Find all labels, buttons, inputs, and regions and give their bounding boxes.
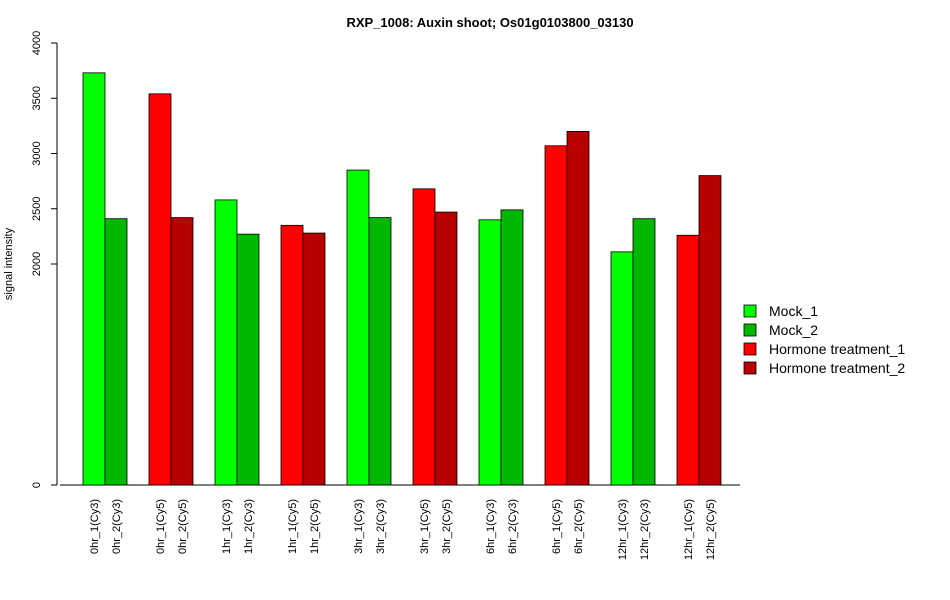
x-tick-label: 0hr_2(Cy3) bbox=[111, 499, 123, 554]
x-tick-label: 6hr_1(Cy3) bbox=[485, 499, 497, 554]
x-tick-label: 0hr_1(Cy3) bbox=[89, 499, 101, 554]
legend-label: Mock_1 bbox=[769, 303, 818, 319]
bar-12hr_2(Cy3) bbox=[632, 218, 656, 486]
bar-6hr_1(Cy5) bbox=[544, 145, 568, 486]
legend-swatch bbox=[743, 323, 757, 337]
chart-title: RXP_1008: Auxin shoot; Os01g0103800_0313… bbox=[346, 15, 633, 30]
x-tick-label: 12hr_1(Cy3) bbox=[617, 499, 629, 560]
legend-label: Hormone treatment_2 bbox=[769, 360, 905, 376]
bar-0hr_2(Cy3) bbox=[104, 218, 128, 486]
x-tick-label: 12hr_2(Cy5) bbox=[705, 499, 717, 560]
x-tick-label: 3hr_2(Cy5) bbox=[441, 499, 453, 554]
x-tick-label: 12hr_2(Cy3) bbox=[639, 499, 651, 560]
bar-3hr_2(Cy5) bbox=[434, 211, 458, 486]
x-tick-label: 3hr_1(Cy5) bbox=[419, 499, 431, 554]
y-tick-label: 2000 bbox=[31, 252, 43, 276]
x-tick-label: 6hr_2(Cy5) bbox=[573, 499, 585, 554]
bar-3hr_2(Cy3) bbox=[368, 217, 392, 486]
x-tick-label: 1hr_2(Cy5) bbox=[309, 499, 321, 554]
bar-12hr_2(Cy5) bbox=[698, 175, 722, 486]
bar-1hr_1(Cy3) bbox=[214, 199, 238, 486]
legend: Mock_1 Mock_2 Hormone treatment_1 Hormone t… bbox=[743, 303, 905, 376]
legend-label: Mock_2 bbox=[769, 322, 818, 338]
bar-6hr_2(Cy3) bbox=[500, 209, 524, 486]
bar-0hr_1(Cy3) bbox=[82, 72, 106, 486]
y-tick-label: 2500 bbox=[31, 197, 43, 221]
bar-1hr_2(Cy3) bbox=[236, 233, 260, 486]
y-tick-label: 0 bbox=[31, 482, 43, 488]
bar-1hr_2(Cy5) bbox=[302, 232, 326, 486]
bar-6hr_1(Cy3) bbox=[478, 219, 502, 486]
x-tick-label: 6hr_2(Cy3) bbox=[507, 499, 519, 554]
y-axis: 0 2000 2500 3000 3500 4000 bbox=[31, 31, 58, 488]
legend-swatch bbox=[743, 361, 757, 375]
x-tick-label: 3hr_1(Cy3) bbox=[353, 499, 365, 554]
bar-6hr_2(Cy5) bbox=[566, 130, 590, 486]
x-tick-label: 1hr_1(Cy5) bbox=[287, 499, 299, 554]
x-tick-labels: 0hr_1(Cy3) 0hr_2(Cy3) 0hr_1(Cy5) 0hr_2(Cy5)… bbox=[89, 499, 717, 560]
bar-0hr_2(Cy5) bbox=[170, 217, 194, 486]
x-tick-label: 6hr_1(Cy5) bbox=[551, 499, 563, 554]
bar-12hr_1(Cy5) bbox=[676, 234, 700, 486]
x-tick-label: 1hr_2(Cy3) bbox=[243, 499, 255, 554]
bar-0hr_1(Cy5) bbox=[148, 93, 172, 486]
x-tick-label: 12hr_1(Cy5) bbox=[683, 499, 695, 560]
y-tick-label: 4000 bbox=[31, 31, 43, 55]
legend-label: Hormone treatment_1 bbox=[769, 341, 905, 357]
legend-swatch bbox=[743, 304, 757, 318]
x-tick-label: 1hr_1(Cy3) bbox=[221, 499, 233, 554]
x-tick-label: 0hr_1(Cy5) bbox=[155, 499, 167, 554]
bar-12hr_1(Cy3) bbox=[610, 251, 634, 486]
y-tick-label: 3500 bbox=[31, 86, 43, 110]
y-tick-label: 3000 bbox=[31, 141, 43, 165]
x-tick-label: 0hr_2(Cy5) bbox=[177, 499, 189, 554]
bar-3hr_1(Cy5) bbox=[412, 188, 436, 486]
bar-3hr_1(Cy3) bbox=[346, 169, 370, 486]
x-tick-label: 3hr_2(Cy3) bbox=[375, 499, 387, 554]
bar-1hr_1(Cy5) bbox=[280, 224, 304, 486]
bars bbox=[82, 72, 722, 486]
y-axis-label: signal intensity bbox=[3, 227, 15, 300]
legend-swatch bbox=[743, 342, 757, 356]
